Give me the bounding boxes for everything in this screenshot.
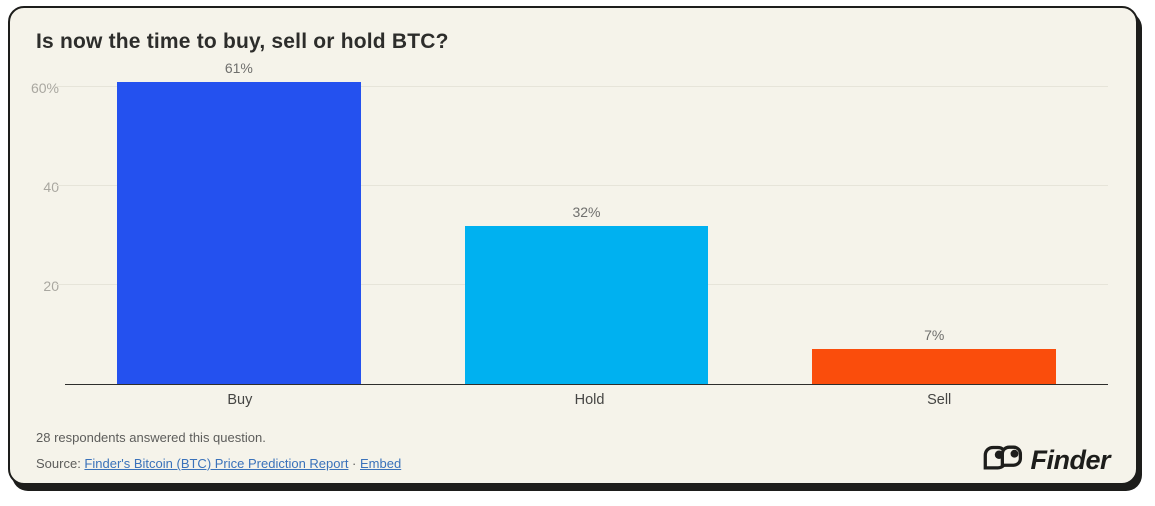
respondents-note: 28 respondents answered this question. [36, 430, 266, 445]
finder-eyes-icon [982, 444, 1024, 477]
bars: 61% 32% 7% [65, 60, 1108, 384]
chart-title: Is now the time to buy, sell or hold BTC… [36, 30, 449, 53]
category-label-buy: Buy [227, 392, 253, 408]
bar-column-hold: 32% [413, 82, 761, 384]
bar-column-sell: 7% [760, 82, 1108, 384]
bar-hold [464, 225, 709, 384]
source-prefix: Source: [36, 456, 85, 471]
finder-wordmark: Finder [1030, 445, 1110, 475]
category-label-hold: Hold [574, 392, 605, 408]
category-label-sell: Sell [927, 392, 952, 408]
value-label-hold: 32% [572, 203, 601, 220]
bar-sell [812, 349, 1056, 384]
bar-chart: 20 40 60% 61% 32% 7% [30, 60, 1108, 385]
finder-logo: Finder [982, 444, 1110, 477]
source-line: Source: Finder's Bitcoin (BTC) Price Pre… [36, 456, 1112, 471]
chart-card: Is now the time to buy, sell or hold BTC… [8, 6, 1138, 485]
bar-buy [117, 82, 361, 384]
x-axis: Buy Hold Sell [30, 385, 1114, 408]
ytick-label-40: 40 [43, 178, 59, 195]
embed-link[interactable]: Embed [360, 456, 402, 471]
gridline-60 [55, 85, 1108, 87]
chart-footer: 28 respondents answered this question. S… [36, 430, 1112, 475]
y-axis: 20 40 60% [30, 79, 65, 385]
value-label-sell: 7% [924, 327, 945, 344]
source-report-link[interactable]: Finder's Bitcoin (BTC) Price Prediction … [84, 456, 349, 471]
ytick-label-20: 20 [43, 277, 59, 294]
value-label-buy: 61% [224, 60, 253, 76]
plot-area: 61% 32% 7% [55, 60, 1108, 385]
bar-column-buy: 61% [65, 60, 413, 384]
x-axis-spacer [30, 385, 65, 408]
ytick-label-60: 60% [30, 79, 59, 96]
gridline-40 [55, 184, 1108, 186]
source-separator: · [348, 456, 360, 471]
x-axis-labels: Buy Hold Sell [65, 385, 1114, 408]
